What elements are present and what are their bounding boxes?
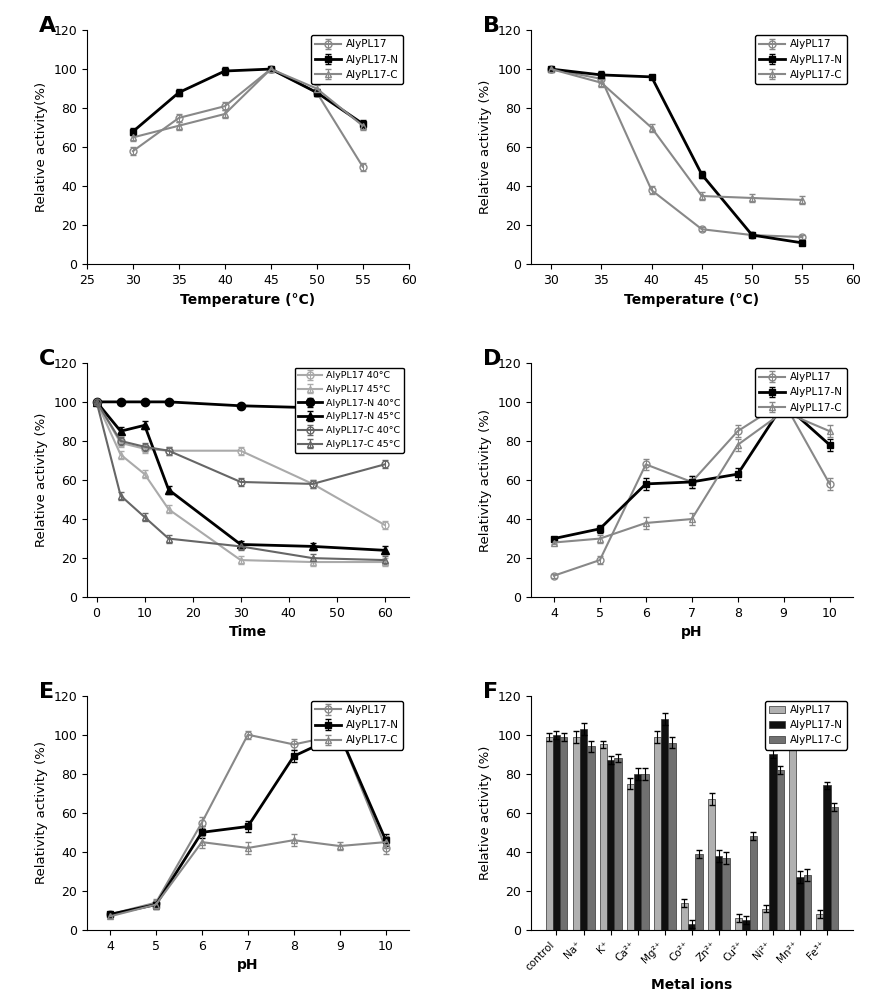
Bar [694,854,702,930]
Bar [714,856,721,930]
Bar [803,875,810,930]
Y-axis label: Relative activity (%): Relative activity (%) [478,746,491,880]
Bar [626,784,634,930]
Y-axis label: Relative activity(%): Relative activity(%) [35,82,48,212]
Text: F: F [482,682,497,702]
Bar [653,737,660,930]
Y-axis label: Relativity activity (%): Relativity activity (%) [478,408,491,552]
Bar [587,746,594,930]
Bar [660,719,667,930]
Bar [776,770,783,930]
Text: D: D [482,349,501,369]
Bar [815,914,822,930]
Legend: AlyPL17, AlyPL17-N, AlyPL17-C: AlyPL17, AlyPL17-N, AlyPL17-C [310,35,403,84]
Text: E: E [39,682,54,702]
Bar [560,737,567,930]
X-axis label: Time: Time [229,625,267,639]
X-axis label: pH: pH [237,958,258,972]
Bar [768,754,776,930]
Bar [634,774,640,930]
Bar [749,836,756,930]
Bar [788,729,795,930]
Legend: AlyPL17, AlyPL17-N, AlyPL17-C: AlyPL17, AlyPL17-N, AlyPL17-C [754,368,846,417]
X-axis label: Metal ions: Metal ions [650,978,732,992]
Bar [707,799,714,930]
Legend: AlyPL17, AlyPL17-N, AlyPL17-C: AlyPL17, AlyPL17-N, AlyPL17-C [765,701,846,750]
Bar [614,758,620,930]
Bar [680,903,687,930]
Bar [667,742,675,930]
Y-axis label: Relative activity (%): Relative activity (%) [478,80,491,214]
Legend: AlyPL17, AlyPL17-N, AlyPL17-C: AlyPL17, AlyPL17-N, AlyPL17-C [754,35,846,84]
Bar [761,909,768,930]
Text: B: B [482,16,499,36]
Bar [741,920,749,930]
Bar [580,729,587,930]
Bar [599,744,607,930]
Bar [607,760,614,930]
Bar [721,858,729,930]
Bar [822,785,830,930]
Legend: AlyPL17, AlyPL17-N, AlyPL17-C: AlyPL17, AlyPL17-N, AlyPL17-C [310,701,403,750]
Bar [734,918,741,930]
Y-axis label: Relative activity (%): Relative activity (%) [35,413,48,547]
Bar [795,877,803,930]
Bar [552,735,560,930]
Text: C: C [39,349,55,369]
Legend: AlyPL17 40°C, AlyPL17 45°C, AlyPL17-N 40°C, AlyPL17-N 45°C, AlyPL17-C 40°C, AlyP: AlyPL17 40°C, AlyPL17 45°C, AlyPL17-N 40… [295,368,403,453]
Bar [545,737,552,930]
Bar [640,774,648,930]
Bar [572,737,580,930]
X-axis label: Temperature (°C): Temperature (°C) [180,293,315,307]
X-axis label: Temperature (°C): Temperature (°C) [623,293,759,307]
Text: A: A [39,16,56,36]
Y-axis label: Relativity activity (%): Relativity activity (%) [35,741,48,884]
X-axis label: pH: pH [680,625,701,639]
Bar [687,924,694,930]
Bar [830,807,837,930]
